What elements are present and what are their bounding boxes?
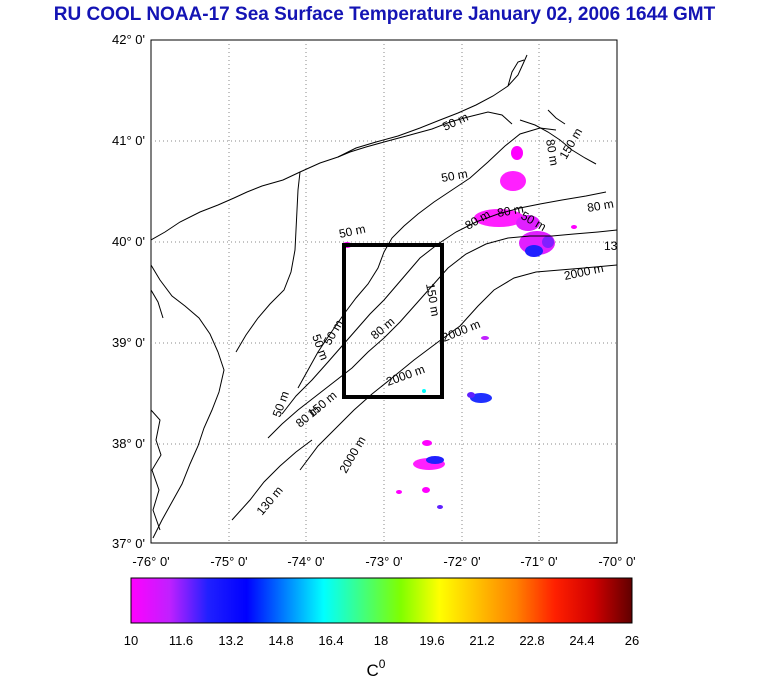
coastline: [151, 54, 597, 539]
sst-patch: [422, 487, 430, 493]
longitude-ticks: -76° 0' -75° 0' -74° 0' -73° 0' -72° 0' …: [132, 554, 635, 569]
sst-patch: [437, 505, 443, 509]
map-frame: [150, 39, 618, 544]
colorbar-tick-label: 26: [625, 633, 639, 648]
colorbar-tick-label: 18: [374, 633, 388, 648]
sst-patch: [511, 146, 523, 160]
isobaths: [231, 127, 617, 521]
colorbar-tick-label: 19.6: [419, 633, 444, 648]
sst-patch: [474, 209, 524, 227]
map-title: RU COOL NOAA-17 Sea Surface Temperature …: [53, 4, 716, 25]
colorbar-ticks: 10 11.6 13.2 14.8 16.4 18 19.6 21.2 22.8…: [124, 633, 639, 648]
lon-tick-label: -72° 0': [443, 554, 480, 569]
colorbar-tick-label: 16.4: [318, 633, 343, 648]
isobath-label: 150 m: [423, 282, 443, 317]
sst-patch: [525, 245, 543, 257]
lon-tick-label: -73° 0': [365, 554, 402, 569]
lat-tick-label: 38° 0': [112, 436, 145, 451]
latitude-ticks: 42° 0' 41° 0' 40° 0' 39° 0' 38° 0' 37° 0…: [112, 32, 145, 551]
sst-patches: [342, 146, 577, 509]
sst-patch: [500, 171, 526, 191]
unit-superscript: 0: [379, 657, 386, 671]
lat-tick-label: 40° 0': [112, 234, 145, 249]
lat-tick-label: 37° 0': [112, 536, 145, 551]
colorbar-tick-label: 22.8: [519, 633, 544, 648]
isobath-label: 80 m: [496, 202, 525, 220]
colorbar-tick-label: 11.6: [169, 633, 193, 648]
colorbar-tick-label: 10: [124, 633, 138, 648]
colorbar-tick-label: 21.2: [469, 633, 494, 648]
sst-patch: [481, 336, 489, 340]
isobath-label: 80 m: [543, 138, 561, 167]
colorbar-tick-label: 14.8: [268, 633, 293, 648]
isobath-label: 80 m: [586, 197, 615, 215]
lat-tick-label: 41° 0': [112, 133, 145, 148]
sst-patch: [426, 456, 444, 464]
sst-patch: [422, 440, 432, 446]
isobath-label: 50 m: [440, 167, 469, 185]
lon-tick-label: -76° 0': [132, 554, 169, 569]
study-box: [342, 243, 444, 399]
unit-label: C: [367, 661, 379, 680]
isobath-label: 50 m: [338, 222, 367, 241]
lat-tick-label: 42° 0': [112, 32, 145, 47]
isobath-label: 13: [604, 239, 618, 253]
lat-tick-label: 39° 0': [112, 335, 145, 350]
colorbar-tick-label: 13.2: [218, 633, 243, 648]
sst-patch: [542, 236, 554, 248]
sst-patch: [516, 215, 540, 231]
lon-tick-label: -70° 0': [598, 554, 635, 569]
colorbar: [130, 577, 633, 624]
sst-patch: [396, 490, 402, 494]
sst-patch: [470, 393, 492, 403]
sst-patch: [467, 392, 475, 398]
sst-patch: [571, 225, 577, 229]
lon-tick-label: -74° 0': [287, 554, 324, 569]
colorbar-unit: C0: [367, 657, 386, 680]
sst-patch: [422, 389, 426, 393]
lon-tick-label: -71° 0': [520, 554, 557, 569]
colorbar-tick-label: 24.4: [569, 633, 594, 648]
lon-tick-label: -75° 0': [210, 554, 247, 569]
